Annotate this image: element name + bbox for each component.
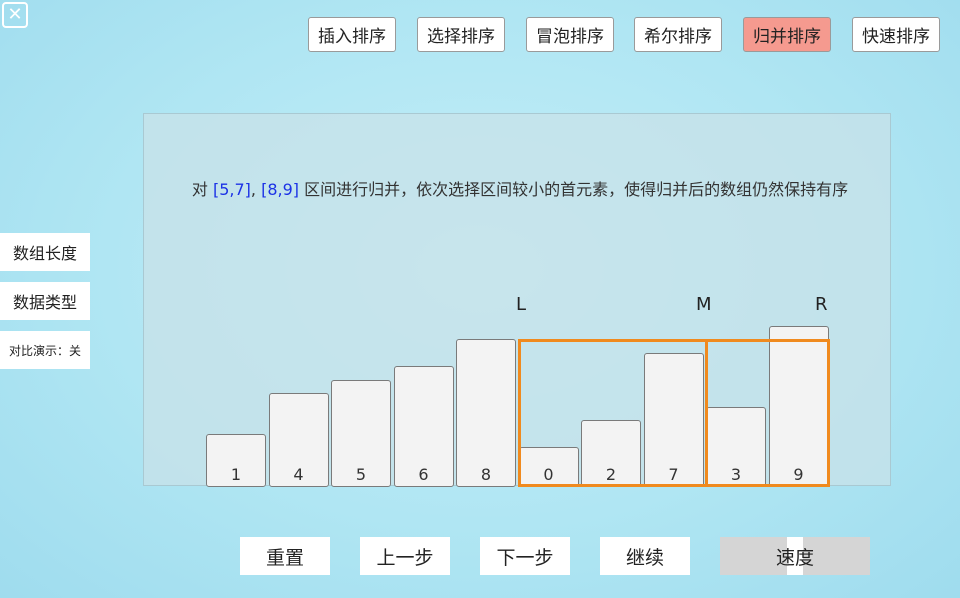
prev-step-button[interactable]: 上一步 [360,537,450,575]
bar-value-label: 6 [418,465,429,484]
tab-merge-sort[interactable]: 归并排序 [743,17,831,52]
close-button[interactable]: ✕ [2,2,28,28]
next-step-label: 下一步 [496,546,554,569]
tab-bubble-sort[interactable]: 冒泡排序 [526,17,614,52]
array-bar: 5 [331,379,391,487]
step-description: 对 [5,7], [8,9] 区间进行归并，依次选择区间较小的首元素，使得归并后… [160,174,880,205]
array-bar: 9 [768,325,829,487]
bar-value-label: 1 [230,465,242,484]
tab-label: 希尔排序 [644,27,712,47]
bar-value-label: 2 [605,465,617,484]
continue-button[interactable]: 继续 [600,537,690,575]
reset-label: 重置 [265,546,304,569]
sort-tabs: 插入排序 选择排序 冒泡排序 希尔排序 归并排序 快速排序 [0,17,960,52]
compare-demo-label: 对比演示：关 [8,343,81,358]
speed-slider-handle[interactable] [787,537,803,575]
bar-value-label: 7 [668,465,679,484]
left-marker: L [516,294,527,315]
tab-label: 选择排序 [427,27,495,47]
right-marker: R [815,294,828,315]
speed-slider[interactable]: 速度 [720,537,870,575]
array-bar: 7 [643,352,704,487]
bar-value-label: 0 [543,465,554,484]
array-bar: 1 [206,433,266,487]
close-icon: ✕ [7,4,23,25]
array-bar: 2 [581,420,641,487]
tab-shell-sort[interactable]: 希尔排序 [634,17,722,52]
next-step-button[interactable]: 下一步 [480,537,570,575]
tab-label: 快速排序 [862,27,930,47]
range-left-text: [5,7] [212,180,251,199]
reset-button[interactable]: 重置 [240,537,330,575]
bar-value-label: 4 [293,465,304,484]
array-length-button[interactable]: 数组长度 [0,233,90,271]
tab-selection-sort[interactable]: 选择排序 [417,17,505,52]
array-bar: 8 [456,339,516,487]
bar-value-label: 5 [355,465,367,484]
tab-label: 冒泡排序 [536,27,604,47]
left-range-box [518,339,708,487]
right-range-box [705,339,830,487]
bar-value-label: 3 [730,465,742,484]
visualization-panel [143,113,891,486]
tab-label: 归并排序 [753,27,821,47]
array-length-label: 数组长度 [12,244,77,263]
compare-demo-toggle[interactable]: 对比演示：关 [0,331,90,369]
desc-suffix: 区间进行归并，依次选择区间较小的首元素，使得归并后的数组仍然保持有序 [299,180,849,199]
speed-label: 速度 [775,546,814,569]
tab-label: 插入排序 [318,27,386,47]
prev-step-label: 上一步 [376,546,434,569]
tab-quick-sort[interactable]: 快速排序 [852,17,940,52]
desc-prefix: 对 [191,180,213,199]
data-type-label: 数据类型 [12,293,77,312]
continue-label: 继续 [625,546,664,569]
array-bar: 4 [268,393,329,487]
bar-value-label: 9 [793,465,804,484]
tab-insertion-sort[interactable]: 插入排序 [308,17,396,52]
array-bar: 6 [393,366,454,487]
mid-marker: M [696,294,712,315]
data-type-button[interactable]: 数据类型 [0,282,90,320]
bar-value-label: 8 [480,465,492,484]
desc-sep: , [250,180,262,199]
array-bar: 3 [706,406,766,487]
range-right-text: [8,9] [261,180,300,199]
